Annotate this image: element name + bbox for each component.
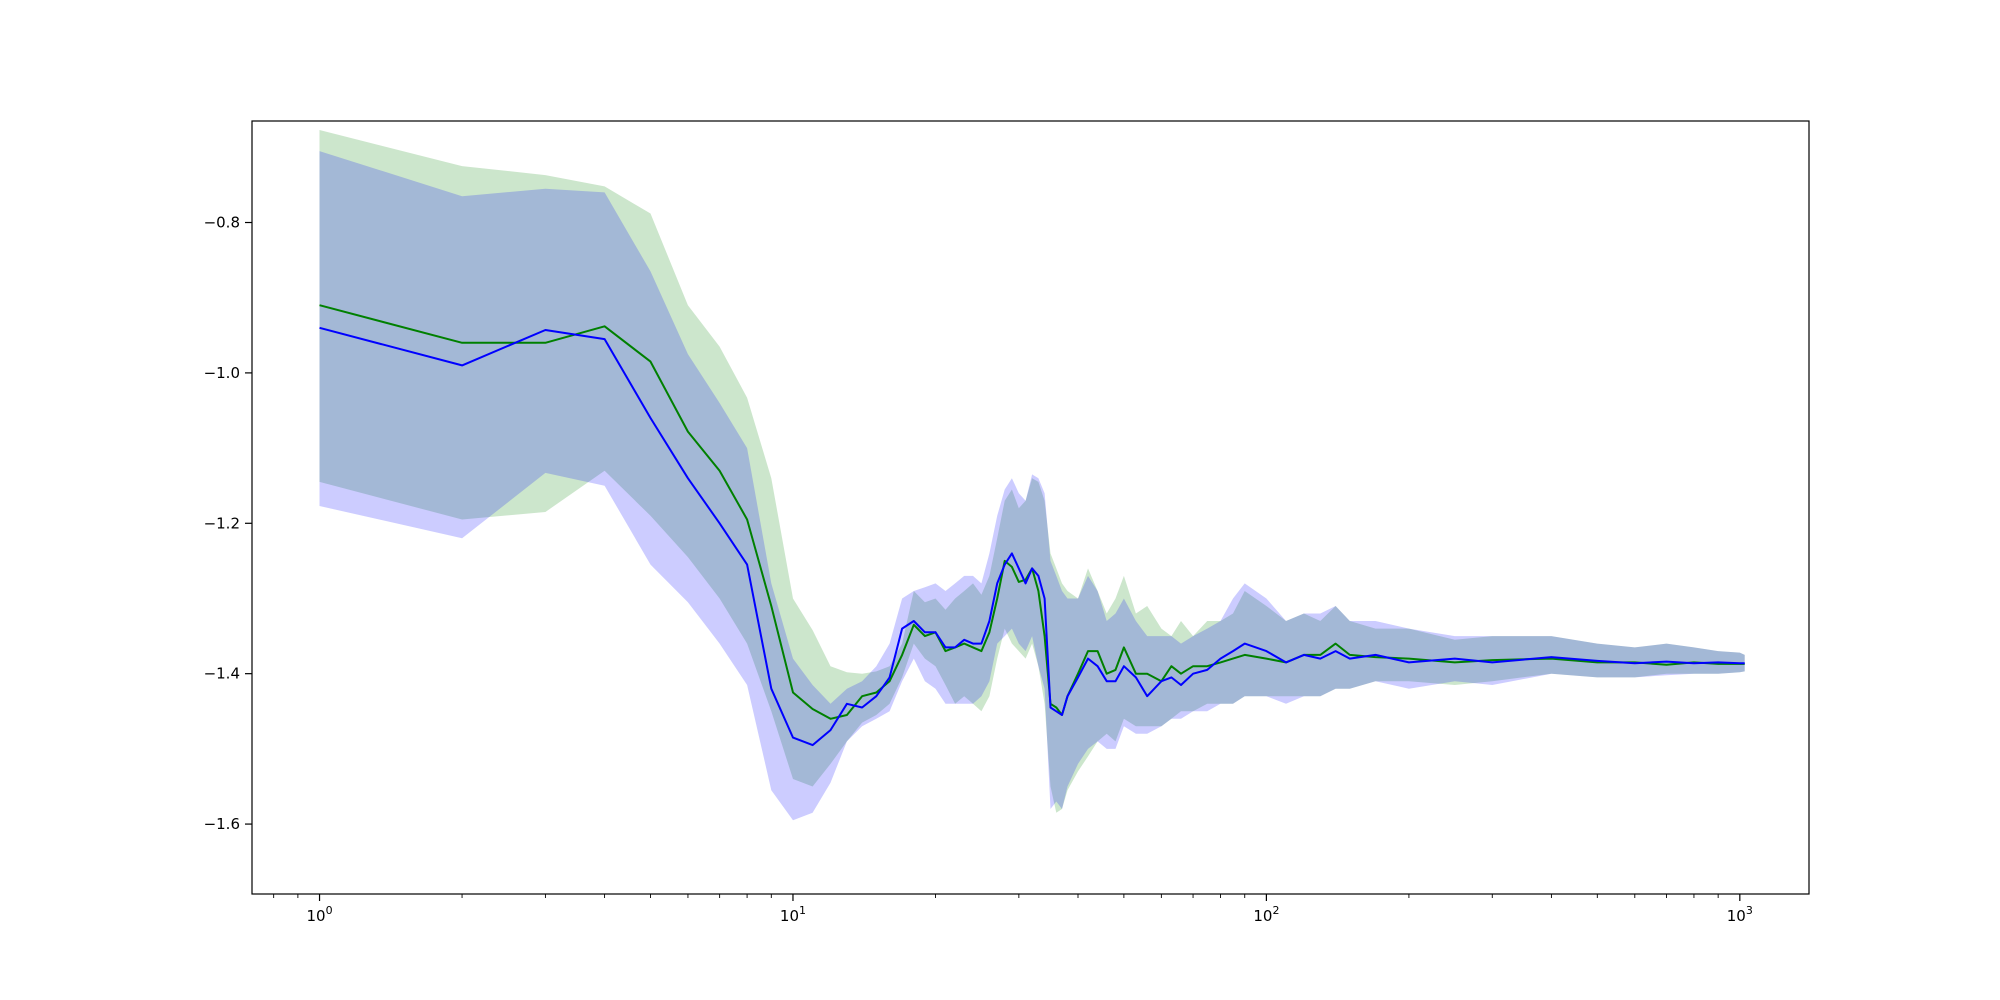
axes-frame (251, 120, 1810, 895)
y-tick-label: −1.2 (204, 514, 240, 532)
series-lines (319, 304, 1745, 747)
x-tick-label: 103 (1727, 904, 1753, 925)
y-tick-label: −1.6 (204, 815, 240, 833)
series-1-band (319, 130, 1745, 813)
series-1-line (319, 304, 1745, 720)
y-tick-label: −1.0 (204, 364, 240, 382)
x-tick-label: 100 (306, 904, 332, 925)
y-tick-label: −1.4 (204, 665, 240, 683)
series-2-band (319, 151, 1745, 821)
x-axis: 100 101 102 103 (273, 894, 1753, 925)
y-tick-label: −0.8 (204, 214, 240, 232)
plot-area (319, 130, 1745, 821)
y-axis: −0.8 −1.0 −1.2 −1.4 −1.6 (204, 214, 252, 833)
confidence-bands (319, 130, 1745, 821)
series-2-line (319, 326, 1745, 747)
x-tick-label: 102 (1253, 904, 1279, 925)
x-tick-label: 101 (780, 904, 806, 925)
